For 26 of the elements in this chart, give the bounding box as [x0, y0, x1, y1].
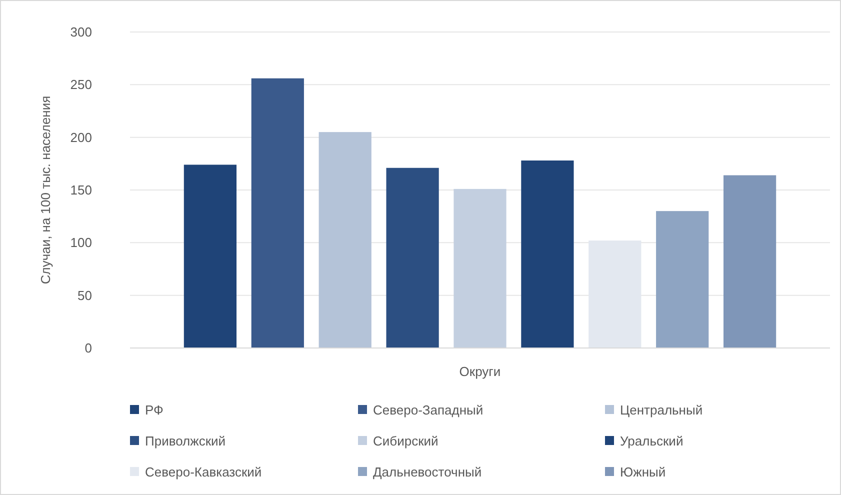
- bar: [656, 211, 709, 348]
- legend-label: Северо-Западный: [373, 402, 484, 418]
- legend-label: Дальневосточный: [373, 464, 482, 480]
- bar: [454, 188, 506, 348]
- y-tick-label: 300: [70, 24, 92, 40]
- y-tick-label: 0: [84, 340, 92, 356]
- y-tick-label: 150: [70, 182, 92, 198]
- legend-label: Приволжский: [145, 434, 226, 449]
- bar: [184, 164, 237, 348]
- legend-label: РФ: [145, 402, 164, 418]
- legend-label: Уральский: [620, 434, 684, 449]
- legend-label: Центральный: [620, 402, 703, 418]
- y-axis-title: Случаи, на 100 тыс. населения: [38, 96, 53, 284]
- y-tick-label: 200: [70, 130, 92, 145]
- bar: [521, 160, 574, 348]
- y-tick-label: 250: [70, 77, 92, 92]
- y-tick-label: 50: [78, 288, 92, 303]
- legend-label: Южный: [620, 464, 666, 480]
- legend-label: Северо-Кавказский: [145, 464, 262, 480]
- bar: [251, 78, 304, 348]
- bar: [318, 132, 372, 348]
- bar: [723, 175, 776, 348]
- x-axis-title: Округи: [459, 364, 501, 379]
- y-tick-label: 100: [70, 235, 92, 250]
- legend-label: Сибирский: [373, 434, 438, 449]
- bar: [386, 168, 439, 348]
